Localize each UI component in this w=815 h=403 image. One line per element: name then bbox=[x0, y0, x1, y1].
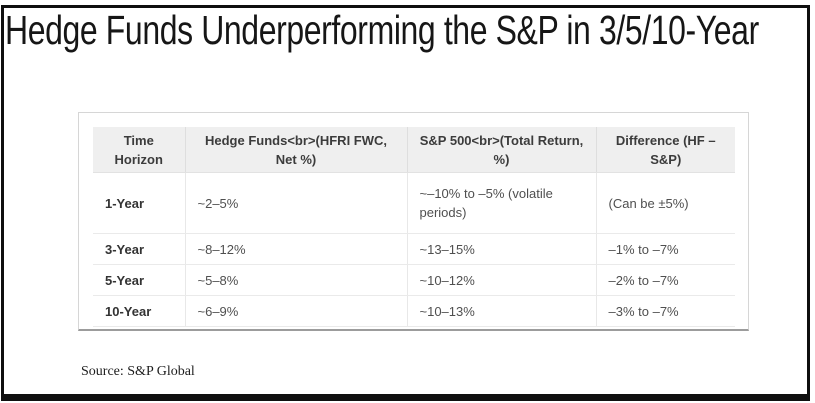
row-label: 10-Year bbox=[93, 295, 186, 327]
table-cell: –1% to –7% bbox=[596, 233, 735, 265]
data-table: Time Horizon Hedge Funds<br>(HFRI FWC, N… bbox=[93, 127, 735, 327]
figure-frame: Hedge Funds Underperforming the S&P in 3… bbox=[1, 5, 810, 401]
row-label: 3-Year bbox=[93, 233, 186, 265]
table-cell: –2% to –7% bbox=[596, 264, 735, 296]
table-row-3-year: 3-Year ~8–12% ~13–15% –1% to –7% bbox=[93, 233, 735, 265]
row-label: 5-Year bbox=[93, 264, 186, 296]
figure-title: Hedge Funds Underperforming the S&P in 3… bbox=[5, 7, 759, 53]
table-cell: (Can be ±5%) bbox=[596, 172, 735, 234]
table-cell: ~2–5% bbox=[185, 172, 408, 234]
table-cell: ~–10% to –5% (volatile periods) bbox=[407, 172, 597, 234]
table-cell: ~10–13% bbox=[407, 295, 597, 327]
table-cell: ~8–12% bbox=[185, 233, 408, 265]
table-row-1-year: 1-Year ~2–5% ~–10% to –5% (volatile peri… bbox=[93, 172, 735, 234]
table-cell: ~13–15% bbox=[407, 233, 597, 265]
table-cell: –3% to –7% bbox=[596, 295, 735, 327]
table-row-5-year: 5-Year ~5–8% ~10–12% –2% to –7% bbox=[93, 264, 735, 296]
table-row-10-year: 10-Year ~6–9% ~10–13% –3% to –7% bbox=[93, 295, 735, 327]
column-header-sp500: S&P 500<br>(Total Return, %) bbox=[407, 127, 597, 173]
column-header-difference: Difference (HF – S&P) bbox=[596, 127, 735, 173]
table-cell: ~5–8% bbox=[185, 264, 408, 296]
table-cell: ~6–9% bbox=[185, 295, 408, 327]
column-header-time-horizon: Time Horizon bbox=[93, 127, 186, 173]
table-card: Time Horizon Hedge Funds<br>(HFRI FWC, N… bbox=[78, 112, 749, 331]
table-cell: ~10–12% bbox=[407, 264, 597, 296]
column-header-hedge-funds: Hedge Funds<br>(HFRI FWC, Net %) bbox=[185, 127, 408, 173]
source-note: Source: S&P Global bbox=[81, 364, 195, 379]
header-row: Time Horizon Hedge Funds<br>(HFRI FWC, N… bbox=[93, 127, 735, 173]
row-label: 1-Year bbox=[93, 172, 186, 234]
